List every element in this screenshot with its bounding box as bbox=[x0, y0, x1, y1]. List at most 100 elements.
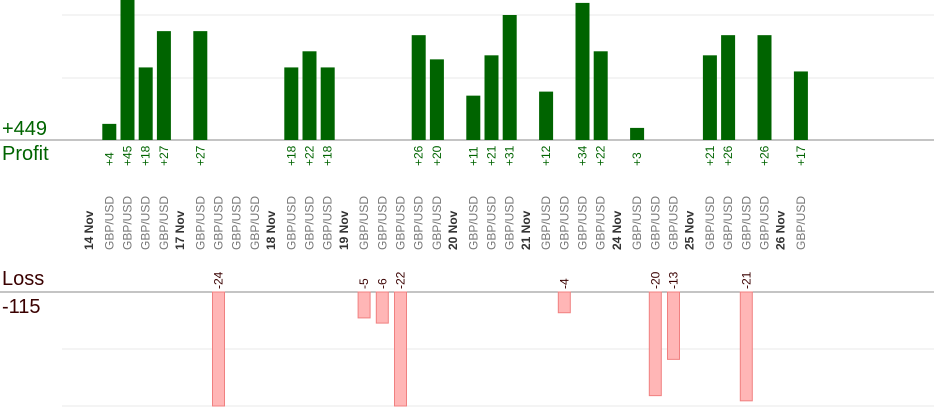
summary-loss-total: -115 bbox=[2, 296, 41, 318]
profit-value-label: +12 bbox=[539, 145, 553, 166]
profit-value-label: +22 bbox=[303, 145, 317, 166]
profit-value-label: +3 bbox=[630, 152, 644, 166]
summary-profit-total: +449 bbox=[2, 118, 48, 140]
pair-label: GBP/USD bbox=[485, 196, 499, 250]
loss-value-label: -13 bbox=[667, 271, 681, 289]
profit-value-label: +27 bbox=[157, 145, 171, 166]
profit-bar bbox=[793, 71, 808, 140]
pair-label: GBP/USD bbox=[284, 196, 298, 250]
profit-bar bbox=[539, 91, 554, 140]
loss-bar bbox=[648, 291, 662, 397]
loss-value-label: -24 bbox=[212, 271, 226, 289]
profit-bar bbox=[721, 35, 736, 141]
profit-value-label: +26 bbox=[721, 145, 735, 166]
profit-value-label: +17 bbox=[794, 145, 808, 166]
pair-label: GBP/USD bbox=[557, 196, 571, 250]
loss-value-label: -20 bbox=[648, 271, 662, 289]
pair-label: GBP/USD bbox=[193, 196, 207, 250]
pair-label: GBP/USD bbox=[375, 196, 389, 250]
profit-bar bbox=[284, 67, 299, 140]
summary-loss-label: Loss bbox=[2, 268, 45, 290]
profit-value-label: +45 bbox=[121, 145, 135, 166]
loss-value-label: -4 bbox=[557, 278, 571, 289]
loss-value-label: -5 bbox=[357, 278, 371, 289]
profit-bar bbox=[120, 0, 135, 140]
date-label: 26 Nov bbox=[774, 210, 788, 250]
pair-label: GBP/USD bbox=[394, 196, 408, 250]
profit-value-label: +11 bbox=[466, 146, 480, 166]
profit-bar bbox=[575, 2, 590, 140]
profit-bar bbox=[757, 35, 772, 141]
loss-bar bbox=[557, 291, 571, 314]
pair-label: GBP/USD bbox=[594, 196, 608, 250]
summary-profit-label: Profit bbox=[2, 143, 49, 165]
loss-bar bbox=[375, 291, 389, 324]
date-label: 14 Nov bbox=[82, 210, 96, 250]
date-label: 20 Nov bbox=[446, 210, 460, 250]
date-label: 24 Nov bbox=[610, 210, 624, 250]
profit-value-label: +22 bbox=[594, 145, 608, 166]
profit-bar bbox=[630, 127, 645, 140]
pair-label: GBP/USD bbox=[121, 196, 135, 250]
pair-label: GBP/USD bbox=[721, 196, 735, 250]
date-label: 18 Nov bbox=[264, 210, 278, 250]
profit-value-label: +21 bbox=[485, 145, 499, 166]
pair-label: GBP/USD bbox=[321, 196, 335, 250]
pair-label: GBP/USD bbox=[739, 196, 753, 250]
pair-label: GBP/USD bbox=[303, 196, 317, 250]
loss-value-label: -21 bbox=[739, 271, 753, 289]
pair-label: GBP/USD bbox=[758, 196, 772, 250]
date-label: 21 Nov bbox=[519, 210, 533, 250]
profit-value-label: +4 bbox=[102, 152, 116, 166]
loss-bar bbox=[212, 291, 225, 407]
profit-value-label: +18 bbox=[321, 145, 335, 166]
profit-value-label: +26 bbox=[758, 145, 772, 166]
pair-label: GBP/USD bbox=[139, 196, 153, 250]
profit-value-label: +27 bbox=[193, 145, 207, 166]
profit-bar bbox=[320, 67, 335, 140]
profit-bar bbox=[429, 59, 444, 140]
profit-bar bbox=[502, 15, 517, 140]
profit-bar bbox=[102, 123, 117, 140]
loss-value-label: -22 bbox=[394, 271, 408, 289]
pair-label: GBP/USD bbox=[648, 196, 662, 250]
profit-bar bbox=[411, 35, 426, 141]
pair-label: GBP/USD bbox=[430, 196, 444, 250]
pair-label: GBP/USD bbox=[157, 196, 171, 250]
profit-bar bbox=[138, 67, 153, 140]
pair-label: GBP/USD bbox=[539, 196, 553, 250]
profit-value-label: +21 bbox=[703, 145, 717, 166]
pair-label: GBP/USD bbox=[466, 196, 480, 250]
profit-bar bbox=[302, 51, 317, 140]
profit-bar bbox=[193, 31, 208, 141]
pair-label: GBP/USD bbox=[630, 196, 644, 250]
date-label: 19 Nov bbox=[337, 210, 351, 250]
pair-label: GBP/USD bbox=[102, 196, 116, 250]
loss-bar bbox=[739, 291, 753, 402]
profit-bar bbox=[484, 55, 499, 140]
pair-label: GBP/USD bbox=[412, 196, 426, 250]
profit-bar bbox=[156, 31, 171, 141]
pair-label: GBP/USD bbox=[248, 196, 262, 250]
pair-label: GBP/USD bbox=[794, 196, 808, 250]
profit-bar bbox=[466, 95, 481, 140]
loss-value-label: -6 bbox=[375, 278, 389, 289]
date-label: 17 Nov bbox=[173, 210, 187, 250]
profit-value-label: +26 bbox=[412, 145, 426, 166]
profit-value-label: +34 bbox=[576, 145, 590, 166]
pair-label: GBP/USD bbox=[212, 196, 226, 250]
pair-label: GBP/USD bbox=[667, 196, 681, 250]
profit-value-label: +20 bbox=[430, 145, 444, 166]
date-label: 25 Nov bbox=[683, 210, 697, 250]
loss-bar bbox=[394, 291, 407, 407]
profit-value-label: +18 bbox=[284, 145, 298, 166]
profit-bar bbox=[593, 51, 608, 140]
loss-bar bbox=[357, 291, 371, 319]
profit-bar bbox=[702, 55, 717, 140]
loss-bar bbox=[667, 291, 680, 360]
pair-label: GBP/USD bbox=[230, 196, 244, 250]
profit-value-label: +18 bbox=[139, 145, 153, 166]
pair-label: GBP/USD bbox=[503, 196, 517, 250]
profit-value-label: +31 bbox=[503, 145, 517, 166]
